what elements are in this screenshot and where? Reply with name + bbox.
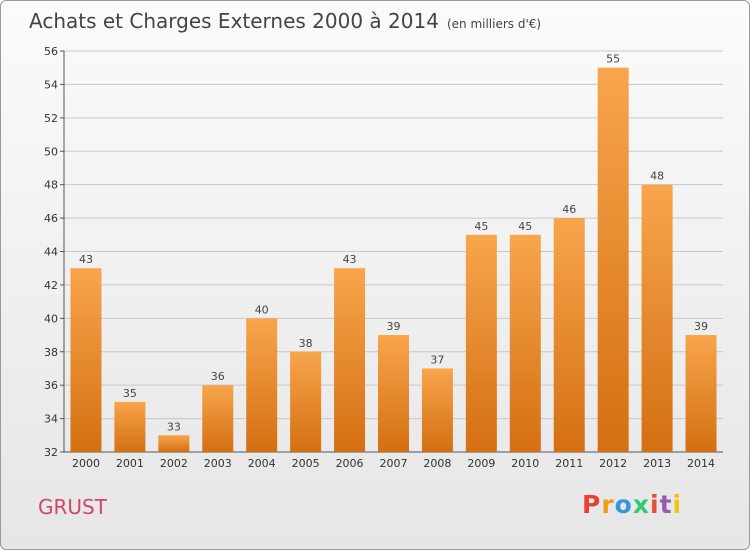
bars (70, 67, 717, 452)
x-tick-label: 2005 (292, 457, 320, 470)
value-label: 38 (299, 337, 313, 350)
value-label: 45 (518, 220, 532, 233)
x-tick-label: 2012 (599, 457, 627, 470)
value-label: 37 (430, 353, 444, 366)
value-label: 48 (650, 170, 664, 183)
logo-letter: x (632, 490, 650, 519)
y-tick-label: 44 (44, 246, 58, 259)
bar-2013[interactable] (641, 184, 673, 452)
x-tick-label: 2009 (467, 457, 495, 470)
bar-2004[interactable] (246, 318, 278, 452)
bar-2001[interactable] (114, 401, 146, 452)
value-label: 39 (387, 320, 401, 333)
x-tick-label: 2004 (248, 457, 276, 470)
x-tick-label: 2002 (160, 457, 188, 470)
y-tick-label: 36 (44, 379, 58, 392)
logo-letter: i (672, 490, 683, 519)
chart-title: Achats et Charges Externes 2000 à 2014 (e… (29, 9, 541, 33)
bar-2000[interactable] (70, 268, 102, 452)
y-tick-label: 48 (44, 179, 58, 192)
bar-2003[interactable] (202, 385, 234, 452)
x-tick-label: 2014 (687, 457, 715, 470)
y-tick-label: 38 (44, 346, 58, 359)
value-label: 43 (79, 253, 93, 266)
x-tick-label: 2007 (380, 457, 408, 470)
bar-2007[interactable] (378, 335, 409, 452)
logo-letter: P (582, 490, 602, 519)
value-label: 43 (343, 253, 357, 266)
x-tick-label: 2006 (336, 457, 364, 470)
y-tick-label: 50 (44, 145, 58, 158)
value-label: 45 (474, 220, 488, 233)
bar-2009[interactable] (465, 234, 497, 452)
logo-letter: i (650, 490, 660, 519)
y-tick-label: 54 (44, 78, 58, 91)
y-tick-label: 46 (44, 212, 58, 225)
bar-2010[interactable] (509, 234, 541, 452)
bar-2002[interactable] (158, 435, 190, 452)
bar-2005[interactable] (290, 351, 322, 452)
y-tick-label: 56 (44, 45, 58, 58)
bar-2006[interactable] (334, 268, 366, 452)
y-tick-label: 52 (44, 112, 58, 125)
proxiti-logo[interactable]: Proxiti (582, 490, 682, 519)
bar-2011[interactable] (553, 218, 585, 452)
x-tick-label: 2010 (511, 457, 539, 470)
x-tick-label: 2011 (555, 457, 583, 470)
y-tick-label: 32 (44, 446, 58, 459)
x-tick-label: 2003 (204, 457, 232, 470)
y-tick-label: 34 (44, 413, 58, 426)
logo-letter: o (614, 490, 633, 519)
chart-unit: (en milliers d'€) (446, 17, 542, 31)
value-label: 36 (211, 370, 225, 383)
value-label: 46 (562, 203, 576, 216)
place-name: GRUST (38, 495, 107, 519)
bar-2008[interactable] (421, 368, 453, 452)
y-tick-label: 40 (44, 312, 58, 325)
y-tick-label: 42 (44, 279, 58, 292)
labels: 32 34 36 38 40 42 44 46 48 50 52 54 56 43 2000 35 2001 33… (44, 45, 715, 470)
logo-letter: t (659, 490, 673, 519)
bar-2012[interactable] (597, 67, 629, 452)
value-label: 55 (606, 53, 620, 66)
value-label: 35 (123, 387, 137, 400)
x-tick-label: 2001 (116, 457, 144, 470)
x-tick-label: 2008 (423, 457, 451, 470)
logo-letter: r (601, 490, 615, 519)
value-label: 33 (167, 420, 181, 433)
value-label: 39 (694, 320, 708, 333)
bar-2014[interactable] (685, 335, 717, 452)
x-tick-label: 2013 (643, 457, 671, 470)
chart-title-text: Achats et Charges Externes 2000 à 2014 (29, 9, 439, 33)
x-tick-label: 2000 (72, 457, 100, 470)
value-label: 40 (255, 303, 269, 316)
